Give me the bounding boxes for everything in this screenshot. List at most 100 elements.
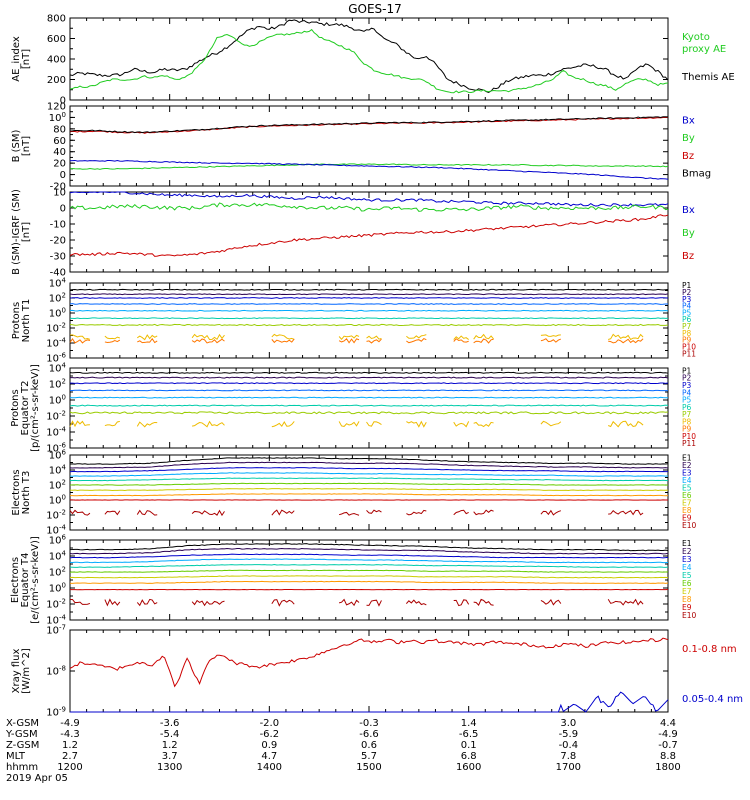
series-line (69, 303, 669, 305)
y-tick-label: 60 (53, 136, 66, 147)
series-line-segment (271, 509, 295, 516)
series-line (69, 159, 669, 180)
series-line (69, 558, 669, 564)
footer-date: 2019 Apr 05 (6, 773, 68, 784)
series-line (69, 116, 669, 134)
panel-frame (69, 367, 669, 449)
series-line-segment (366, 509, 382, 514)
y-tick-label: 0 (60, 170, 66, 181)
series-e7 (69, 488, 669, 491)
series-line (69, 382, 669, 385)
series-line-segment (473, 338, 494, 344)
legend-label: P4 (682, 302, 692, 311)
series-bx (69, 191, 669, 207)
y-axis-label: [nT] (21, 49, 32, 69)
legend-label: E9 (682, 603, 692, 612)
footer-value: 2.7 (62, 751, 78, 762)
y-tick-label: 102 (49, 479, 66, 492)
series-p9 (69, 337, 644, 344)
series-line (69, 467, 669, 473)
y-tick-label: 10-2 (46, 410, 66, 423)
series-line-segment (540, 598, 562, 606)
chart-title: GOES-17 (348, 2, 402, 16)
y-tick-label: 10-2 (46, 509, 66, 522)
series-e10 (69, 598, 644, 607)
y-tick-label: 200 (47, 75, 66, 86)
series-line (69, 309, 669, 312)
legend-label: E9 (682, 514, 692, 523)
legend-label: P7 (682, 322, 692, 331)
series-p6 (69, 404, 669, 407)
series-line-segment (271, 599, 295, 607)
y-axis-label: AE_index (11, 36, 22, 82)
y-tick-label: 10-2 (46, 598, 66, 611)
footer-value: 8.8 (660, 751, 676, 762)
y-tick-label: 100 (49, 307, 66, 320)
series-p8 (69, 420, 644, 428)
y-tick-label: 10-6 (46, 352, 66, 365)
footer-value: 1.2 (62, 740, 78, 751)
legend-label: P6 (682, 403, 692, 412)
y-tick-label: -40 (50, 268, 66, 279)
legend-label: E8 (682, 595, 692, 604)
series-line-segment (136, 334, 158, 341)
footer-value: 3.0 (560, 718, 576, 729)
series-line (69, 493, 669, 497)
series-e4 (69, 558, 669, 564)
y-tick-label: 102 (49, 378, 66, 391)
y-axis-label: Protons (11, 302, 22, 339)
footer-value: 1800 (655, 762, 680, 773)
series-line (70, 691, 669, 713)
footer-ephemeris: X-GSM -4.9 -3.6 -2.0 -0.3 1.4 3.0 4.4Y-GSM -4.3-… (5, 718, 681, 784)
series-line (69, 580, 669, 584)
series-0-05-0-4-nm (70, 691, 669, 713)
legend-label: E2 (682, 547, 692, 556)
series-line (69, 323, 669, 327)
series-p4 (69, 389, 669, 392)
y-tick-label: 100 (49, 582, 66, 595)
footer-value: 1300 (157, 762, 182, 773)
series-line-segment (473, 421, 494, 428)
legend-label: By (682, 228, 695, 239)
footer-value: 1400 (257, 762, 282, 773)
series-by (69, 163, 669, 170)
series-line-segment (453, 599, 470, 607)
series-line (69, 317, 669, 320)
series-e1 (69, 457, 669, 465)
series-bz (69, 214, 669, 257)
series-line (69, 376, 669, 379)
series-line-segment (136, 509, 158, 516)
legend-label: P4 (682, 388, 692, 397)
series-by (69, 202, 669, 212)
series-line-segment (453, 338, 469, 343)
legend-label: P9 (682, 425, 692, 434)
y-tick-label: 0 (60, 204, 66, 215)
footer-value: 4.4 (660, 718, 676, 729)
series-line (69, 547, 669, 555)
series-e3 (69, 467, 669, 473)
y-tick-label: 10-2 (46, 322, 66, 335)
footer-value: 1200 (57, 762, 82, 773)
legend-label: 0.05-0.4 nm (682, 694, 743, 705)
panel-pe: 10-6 10-4 10-2 100 102 104 Protons Equator T2 [p… (10, 362, 696, 455)
series-e7 (69, 575, 669, 579)
legend-label: E7 (682, 587, 692, 596)
series-line-segment (191, 333, 225, 341)
y-axis-label: North T3 (21, 471, 32, 515)
series-e6 (69, 569, 669, 573)
legend-right: 0.1-0.8 nm 0.05-0.4 nm (682, 644, 743, 705)
series-line-segment (453, 335, 469, 340)
series-line-segment (608, 509, 644, 516)
footer-row-label: X-GSM (6, 718, 39, 729)
footer-value: -4.9 (60, 718, 80, 729)
legend-label: P5 (682, 308, 692, 317)
series-line-segment (366, 421, 382, 427)
series-line-segment (136, 598, 158, 607)
panel-frame (69, 629, 669, 713)
legend-label: Bx (682, 115, 695, 126)
panel-ee: 10-4 10-2 100 102 104 106 Electrons Equator T4[… (10, 534, 697, 627)
